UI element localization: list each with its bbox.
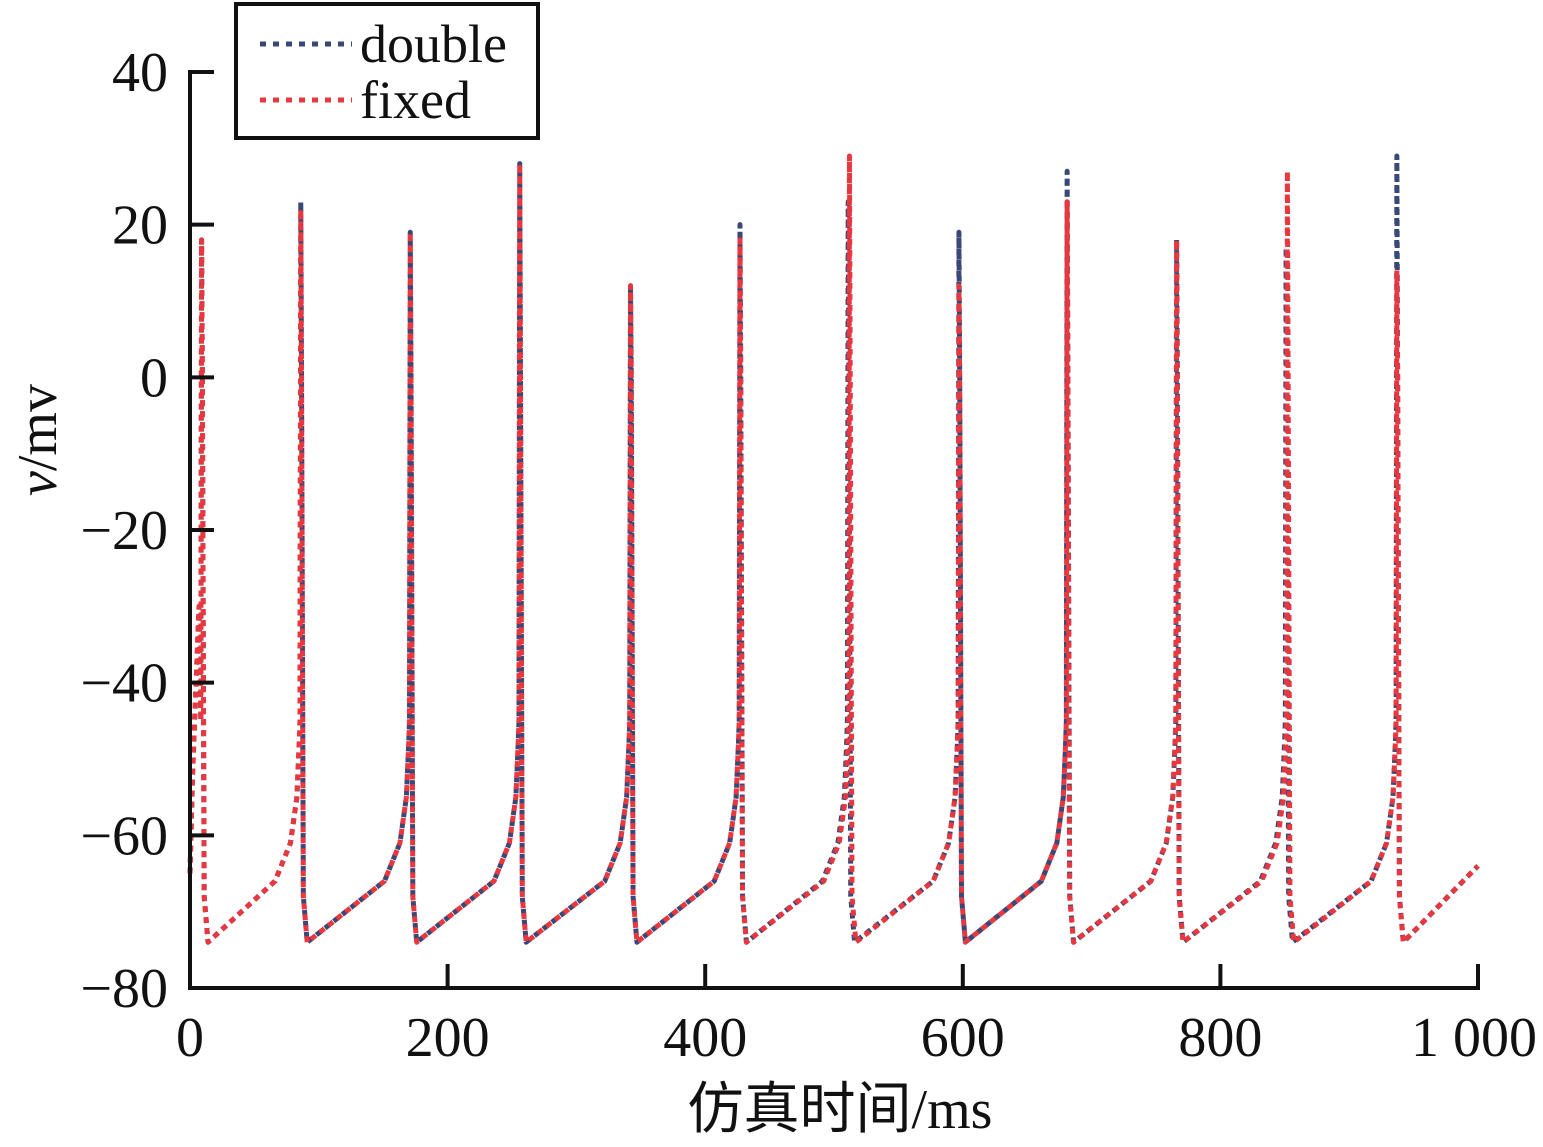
y-tick-label: 40 bbox=[112, 42, 168, 104]
series-line-fixed bbox=[187, 153, 1480, 945]
x-tick-label: 200 bbox=[406, 1007, 490, 1069]
legend-label-fixed: fixed bbox=[360, 70, 471, 130]
x-axis-title: 仿真时间/ms bbox=[688, 1079, 993, 1141]
x-tick-label: 0 bbox=[176, 1007, 204, 1069]
y-tick-label: −20 bbox=[80, 500, 168, 562]
y-tick-label: 0 bbox=[140, 347, 168, 409]
x-tick-label: 400 bbox=[663, 1007, 747, 1069]
y-tick-label: −60 bbox=[80, 805, 168, 867]
series-layer bbox=[187, 153, 1480, 945]
x-tick-label: 600 bbox=[921, 1007, 1005, 1069]
ticks: 0 200 400 600 800 1 000 −80 −60 −40 −20 0 20 40 bbox=[80, 42, 1537, 1069]
y-axis-title: v/mv bbox=[7, 384, 69, 496]
legend-box bbox=[234, 2, 540, 140]
x-tick-label: 800 bbox=[1178, 1007, 1262, 1069]
y-tick-label: −40 bbox=[80, 653, 168, 715]
legend: double fixed bbox=[234, 2, 540, 140]
legend-label-double: double bbox=[360, 14, 507, 74]
y-tick-label: 20 bbox=[112, 195, 168, 257]
y-axis-title-unit: /mv bbox=[7, 384, 69, 471]
x-tick-label: 1 000 bbox=[1411, 1007, 1537, 1069]
y-axis-title-italic: v bbox=[7, 471, 69, 496]
y-tick-label: −80 bbox=[80, 958, 168, 1020]
